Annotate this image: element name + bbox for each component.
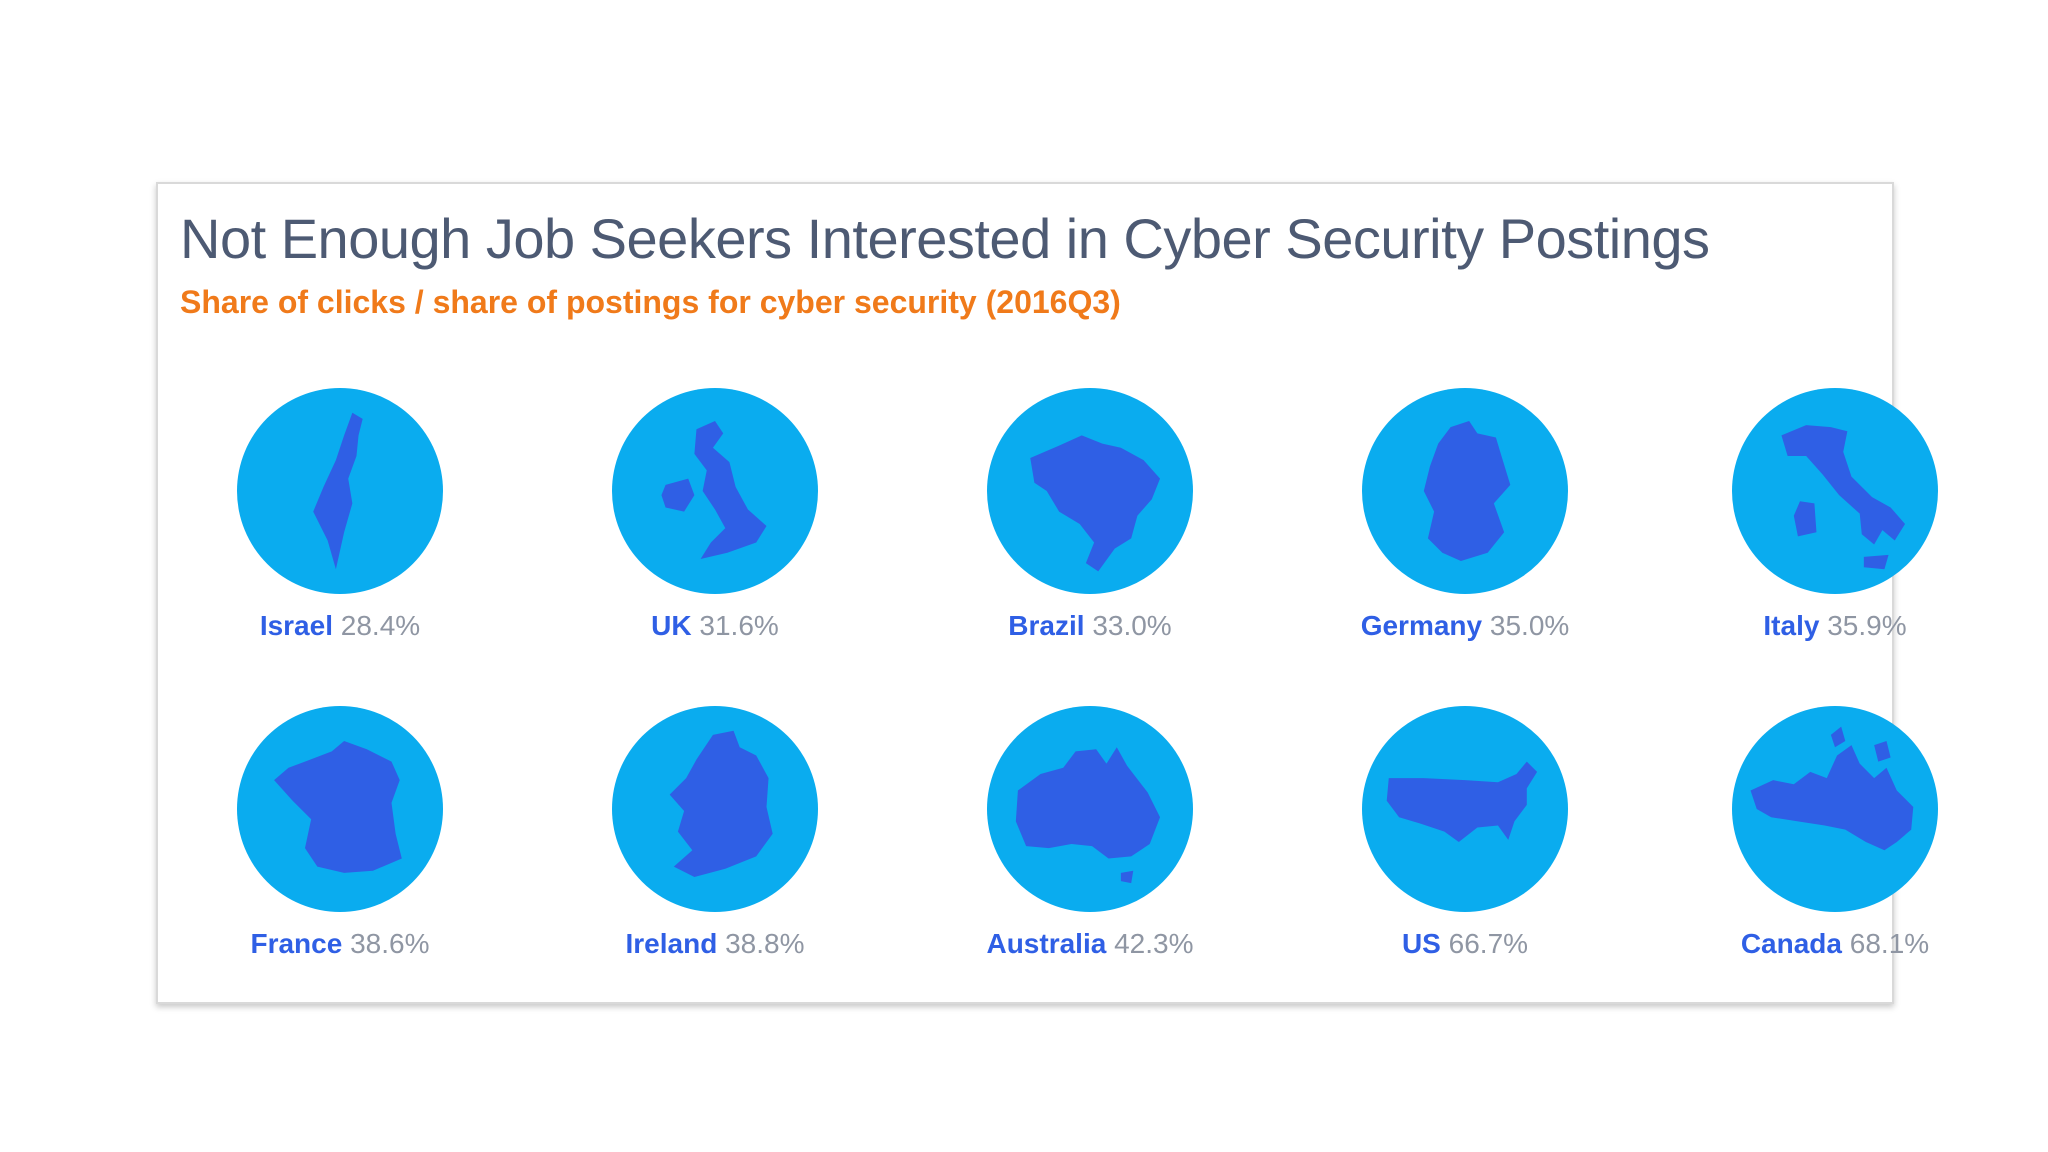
country-shape xyxy=(1750,726,1914,851)
country-value: 33.0% xyxy=(1092,610,1172,641)
country-name: UK xyxy=(651,610,692,641)
chart-title: Not Enough Job Seekers Interested in Cyb… xyxy=(180,207,1710,270)
chart-subtitle: Share of clicks / share of postings for … xyxy=(180,284,1121,320)
country-name: Italy xyxy=(1763,610,1820,641)
country-item-uk: UK 31.6% xyxy=(555,388,875,688)
country-item-brazil: Brazil 33.0% xyxy=(930,388,1250,688)
country-value: 38.8% xyxy=(725,928,805,959)
country-value: 35.9% xyxy=(1827,610,1907,641)
country-label: Canada 68.1% xyxy=(1675,928,1995,960)
country-label: Brazil 33.0% xyxy=(930,610,1250,642)
country-shape xyxy=(1781,425,1906,570)
country-name: Australia xyxy=(986,928,1107,959)
country-shape xyxy=(661,420,767,559)
country-label: France 38.6% xyxy=(180,928,500,960)
country-shape xyxy=(1423,420,1511,562)
country-label: Italy 35.9% xyxy=(1675,610,1995,642)
country-value: 31.6% xyxy=(699,610,779,641)
country-label: UK 31.6% xyxy=(555,610,875,642)
country-label: Australia 42.3% xyxy=(930,928,1250,960)
country-name: Israel xyxy=(259,610,333,641)
country-value: 68.1% xyxy=(1849,928,1930,959)
globe-circle xyxy=(1732,388,1938,594)
country-name: Canada xyxy=(1740,928,1842,959)
country-value: 66.7% xyxy=(1448,928,1529,959)
uk-map-icon xyxy=(612,388,818,594)
france-map-icon xyxy=(237,706,443,912)
country-item-germany: Germany 35.0% xyxy=(1305,388,1625,688)
australia-map-icon xyxy=(987,706,1193,912)
country-item-italy: Italy 35.9% xyxy=(1675,388,1995,688)
country-label: Ireland 38.8% xyxy=(555,928,875,960)
country-item-australia: Australia 42.3% xyxy=(930,706,1250,1006)
country-name: US xyxy=(1401,928,1441,959)
country-item-ireland: Ireland 38.8% xyxy=(555,706,875,1006)
country-shape xyxy=(669,730,773,877)
country-shape xyxy=(313,412,363,570)
country-label: Israel 28.4% xyxy=(180,610,500,642)
country-value: 42.3% xyxy=(1114,928,1194,959)
country-name: Germany xyxy=(1360,610,1483,641)
country-name: France xyxy=(250,928,343,959)
country-value: 28.4% xyxy=(340,610,421,641)
country-item-france: France 38.6% xyxy=(180,706,500,1006)
country-value: 35.0% xyxy=(1489,610,1570,641)
country-label: Germany 35.0% xyxy=(1305,610,1625,642)
us-map-icon xyxy=(1362,706,1568,912)
country-shape xyxy=(1030,435,1161,572)
country-item-canada: Canada 68.1% xyxy=(1675,706,1995,1006)
italy-map-icon xyxy=(1732,388,1938,594)
country-shape xyxy=(1386,761,1538,842)
brazil-map-icon xyxy=(987,388,1193,594)
israel-map-icon xyxy=(237,388,443,594)
country-shape xyxy=(274,741,402,873)
country-shape xyxy=(1015,747,1161,884)
canada-map-icon xyxy=(1732,706,1938,912)
country-item-us: US 66.7% xyxy=(1305,706,1625,1006)
country-label: US 66.7% xyxy=(1305,928,1625,960)
country-item-israel: Israel 28.4% xyxy=(180,388,500,688)
country-name: Brazil xyxy=(1008,610,1085,641)
country-value: 38.6% xyxy=(350,928,430,959)
germany-map-icon xyxy=(1362,388,1568,594)
country-name: Ireland xyxy=(625,928,718,959)
infographic-card: Not Enough Job Seekers Interested in Cyb… xyxy=(156,182,1938,1006)
ireland-map-icon xyxy=(612,706,818,912)
